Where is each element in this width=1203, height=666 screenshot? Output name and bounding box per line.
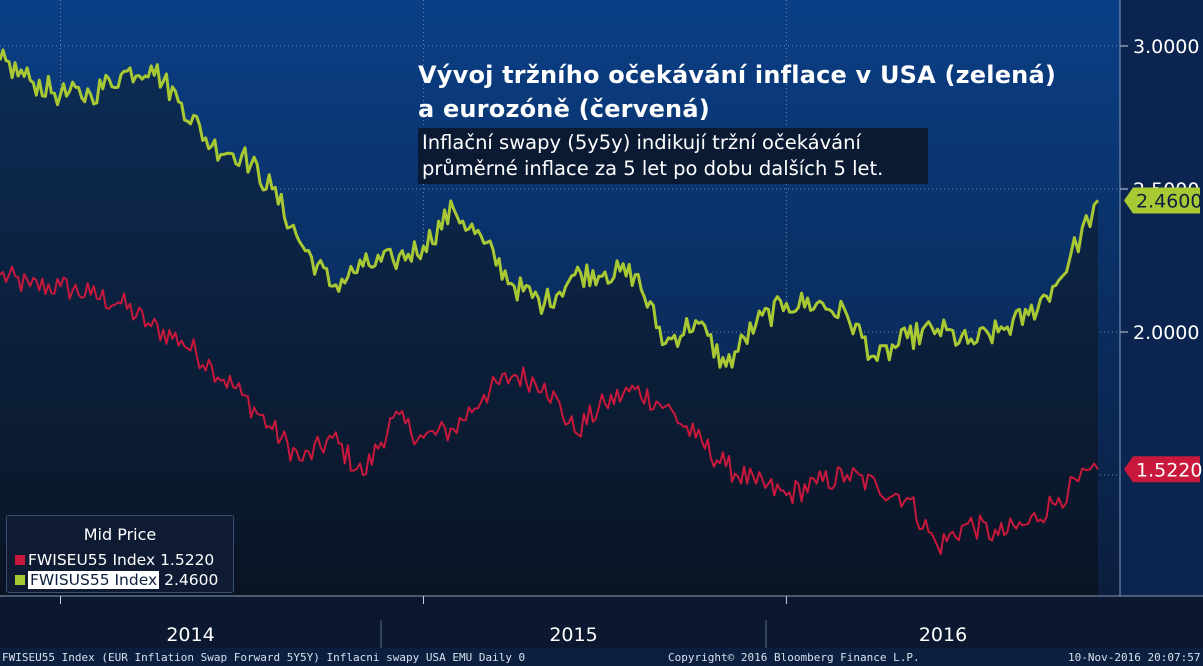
subtitle-line-2: průměrné inflace za 5 let po dobu dalšíc… — [422, 157, 884, 180]
x-tick-label: 2014 — [166, 624, 214, 646]
subtitle-line-1: Inflační swapy (5y5y) indikují tržní oče… — [422, 131, 861, 154]
footer-timestamp: 10-Nov-2016 20:07:57 — [1068, 651, 1201, 664]
last-value-marker-us — [1124, 187, 1200, 214]
axis-background — [1120, 0, 1203, 596]
legend-title: Mid Price — [83, 525, 157, 544]
footer-description: FWISEU55 Index (EUR Inflation Swap Forwa… — [2, 651, 526, 664]
series-line-us — [0, 48, 1100, 369]
title-line-1: Vývoj tržního očekávání inflace v USA (z… — [418, 61, 1057, 89]
y-tick-label: 2.0000 — [1133, 322, 1199, 344]
xaxis-background — [0, 596, 1203, 648]
area-under-us-series — [0, 49, 1098, 596]
legend-item-us[interactable]: FWISUS55 Index 2.4600 — [15, 570, 218, 590]
legend-swatch-eu — [15, 554, 25, 565]
x-tick-label: 2015 — [549, 624, 597, 646]
legend-item-eu[interactable]: FWISEU55 Index 1.5220 — [15, 550, 214, 570]
footer: FWISEU55 Index (EUR Inflation Swap Forwa… — [0, 648, 1203, 666]
legend-value-eu: 1.5220 — [160, 551, 215, 569]
legend-label-eu: FWISEU55 Index — [28, 551, 156, 569]
x-tick-label: 2016 — [919, 624, 967, 646]
chart-subtitle: Inflační swapy (5y5y) indikují tržní oče… — [418, 128, 928, 184]
chart-title: Vývoj tržního očekávání inflace v USA (z… — [418, 58, 1056, 126]
legend-swatch-us — [15, 574, 25, 585]
title-line-2: a eurozóně (červená) — [418, 95, 710, 123]
last-value-label-us: 2.4600 — [1136, 190, 1202, 212]
last-value-label-eu: 1.5220 — [1136, 459, 1202, 481]
last-value-marker-eu — [1124, 456, 1200, 483]
legend-value-us: 2.4600 — [164, 571, 219, 589]
series-line-eu — [0, 265, 1099, 556]
legend: Mid Price FWISEU55 Index 1.5220 FWISUS55… — [6, 515, 234, 593]
footer-copyright: Copyright© 2016 Bloomberg Finance L.P. — [668, 651, 920, 664]
legend-label-us: FWISUS55 Index — [28, 571, 160, 589]
y-tick-label: 3.0000 — [1133, 36, 1199, 58]
